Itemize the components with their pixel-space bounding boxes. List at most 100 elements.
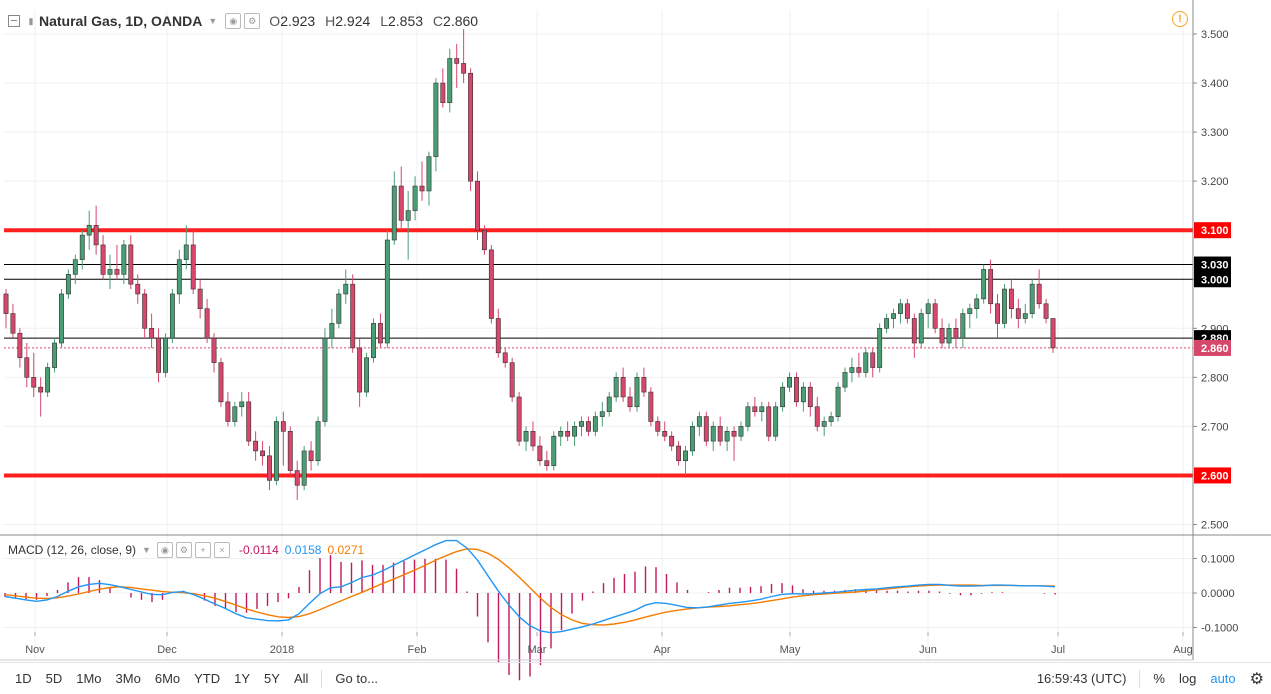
auto-toggle[interactable]: auto <box>1210 671 1236 686</box>
price-marker-label: 3.000 <box>1201 274 1229 286</box>
eye-icon[interactable]: ◉ <box>225 13 242 29</box>
candle <box>412 176 418 221</box>
candle-body <box>246 401 252 442</box>
candle-body <box>38 386 44 393</box>
candle <box>641 367 647 397</box>
percent-toggle[interactable]: % <box>1153 671 1165 686</box>
candle <box>585 416 591 437</box>
candle <box>3 289 9 329</box>
candle <box>870 347 876 378</box>
settings-icon[interactable]: ⚙ <box>244 13 261 29</box>
settings-icon[interactable]: ⚙ <box>175 542 192 558</box>
candle-body <box>807 386 813 408</box>
candle <box>606 392 612 417</box>
candle <box>898 298 903 324</box>
candle <box>662 421 668 442</box>
candle <box>31 352 37 397</box>
candle <box>93 205 99 255</box>
chevron-down-icon[interactable]: ▼ <box>142 545 151 555</box>
price-marker-label: 3.030 <box>1201 260 1229 272</box>
timeframe-all[interactable]: All <box>293 671 309 686</box>
symbol-title[interactable]: Natural Gas, 1D, OANDA <box>39 13 203 29</box>
candle-body <box>475 180 480 231</box>
alert-icon[interactable]: ! <box>1172 11 1188 27</box>
candle-body <box>669 435 675 447</box>
candle <box>239 392 245 417</box>
candle <box>904 298 910 324</box>
candle-body <box>322 337 328 422</box>
candle-body <box>828 416 834 422</box>
candle <box>877 323 883 373</box>
candle-body <box>974 298 980 309</box>
gear-icon[interactable]: ⚙ <box>1249 670 1264 688</box>
candle <box>627 387 633 412</box>
candle-body <box>925 303 931 314</box>
candle-body <box>953 327 959 339</box>
time-axis-label: Jul <box>1051 644 1065 656</box>
candle-body <box>398 185 404 221</box>
timeframe-1mo[interactable]: 1Mo <box>76 671 102 686</box>
close-icon[interactable]: × <box>213 542 230 558</box>
candle <box>710 421 716 451</box>
candle-body <box>558 431 564 437</box>
candle-body <box>1022 313 1028 319</box>
log-toggle[interactable]: log <box>1178 671 1197 686</box>
candle-body <box>301 450 307 486</box>
candle <box>794 372 799 407</box>
clock[interactable]: 16:59:43 (UTC) <box>1036 671 1127 686</box>
candle <box>65 269 71 299</box>
candle <box>676 441 682 466</box>
candle-body <box>683 450 688 462</box>
timeframe-6mo[interactable]: 6Mo <box>154 671 181 686</box>
timeframe-5y[interactable]: 5Y <box>264 671 280 686</box>
macd-axis-label: 0.1000 <box>1201 554 1235 566</box>
candle-body <box>461 63 467 74</box>
candle-body <box>371 323 376 359</box>
candle-body <box>176 259 182 295</box>
high-label: H <box>325 13 336 29</box>
plus-icon[interactable]: + <box>194 542 211 558</box>
candle-body <box>689 426 695 452</box>
candle-body <box>225 401 231 422</box>
candle-body <box>898 303 903 314</box>
candle-body <box>884 318 890 329</box>
candle <box>925 298 931 329</box>
time-axis-label: Dec <box>157 644 177 656</box>
eye-icon[interactable]: ◉ <box>156 542 173 558</box>
goto-button[interactable]: Go to... <box>335 671 379 686</box>
candle <box>1050 318 1056 353</box>
collapse-icon[interactable] <box>8 15 20 27</box>
candle-body <box>405 210 411 221</box>
candle-body <box>544 460 550 466</box>
candle-body <box>509 362 515 398</box>
candle <box>190 230 196 294</box>
horizontal-lines <box>4 228 1193 478</box>
candle <box>156 328 161 383</box>
timeframe-3mo[interactable]: 3Mo <box>115 671 141 686</box>
timeframe-1d[interactable]: 1D <box>15 671 32 686</box>
candle <box>745 401 751 432</box>
candle-body <box>856 367 862 373</box>
candle-body <box>863 352 869 373</box>
chevron-down-icon[interactable]: ▼ <box>208 16 218 26</box>
candle-body <box>121 244 127 275</box>
candle-body <box>447 58 453 103</box>
candle <box>267 446 272 491</box>
candle-body <box>967 308 973 314</box>
candle-body <box>911 318 917 344</box>
candle <box>759 401 765 422</box>
candle-body <box>773 406 779 437</box>
candle <box>336 289 342 329</box>
timeframe-1y[interactable]: 1Y <box>234 671 251 686</box>
macd-axis-label: 0.0000 <box>1201 588 1235 600</box>
candle-body <box>45 367 51 393</box>
candle-body <box>329 323 335 339</box>
timeframe-5d[interactable]: 5D <box>45 671 63 686</box>
candle-body <box>183 244 189 260</box>
timeframe-ytd[interactable]: YTD <box>194 671 221 686</box>
candle <box>169 289 175 344</box>
macd-title[interactable]: MACD (12, 26, close, 9) <box>8 543 137 557</box>
candle <box>135 274 141 304</box>
candle-body <box>391 185 397 241</box>
